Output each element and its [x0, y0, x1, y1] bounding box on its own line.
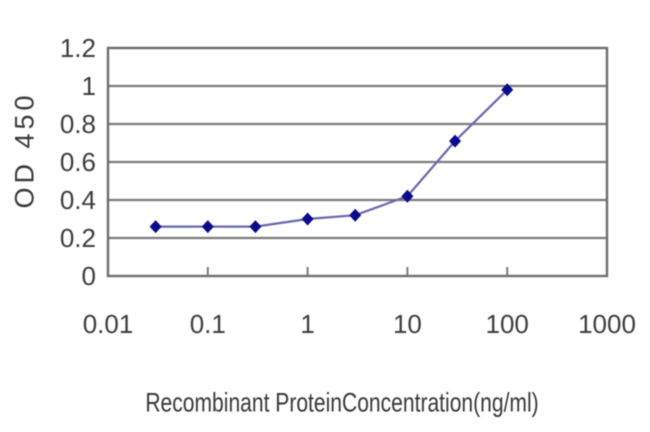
x-tick-label: 0.1 — [190, 309, 226, 339]
x-tick-label: 1 — [300, 309, 314, 339]
plot-border — [106, 46, 609, 278]
data-point-marker — [249, 220, 262, 234]
x-tick-label: 1000 — [578, 309, 636, 339]
data-point-marker — [301, 212, 314, 226]
data-point-marker — [449, 134, 462, 148]
y-tick-label: 1 — [82, 71, 96, 101]
x-tick-label: 0.01 — [83, 309, 134, 339]
data-point-marker — [401, 189, 414, 203]
data-point-marker — [149, 220, 162, 234]
y-tick-label: 0.4 — [60, 185, 96, 215]
series-line — [155, 89, 508, 228]
data-point-marker — [501, 83, 514, 97]
y-tick-label: 0.2 — [60, 223, 96, 253]
y-tick-label: 0.8 — [60, 109, 96, 139]
x-tick-label: 100 — [486, 309, 529, 339]
y-tick-label: 1.2 — [60, 33, 96, 63]
data-point-marker — [201, 220, 214, 234]
y-tick-label: 0.6 — [60, 147, 96, 177]
x-tick-label: 10 — [393, 309, 422, 339]
x-axis-title: Recombinant ProteinConcentration(ng/ml) — [145, 387, 539, 418]
y-tick-label: 0 — [82, 261, 96, 291]
data-point-marker — [349, 208, 362, 222]
y-axis-title: OD 450 — [9, 91, 40, 209]
